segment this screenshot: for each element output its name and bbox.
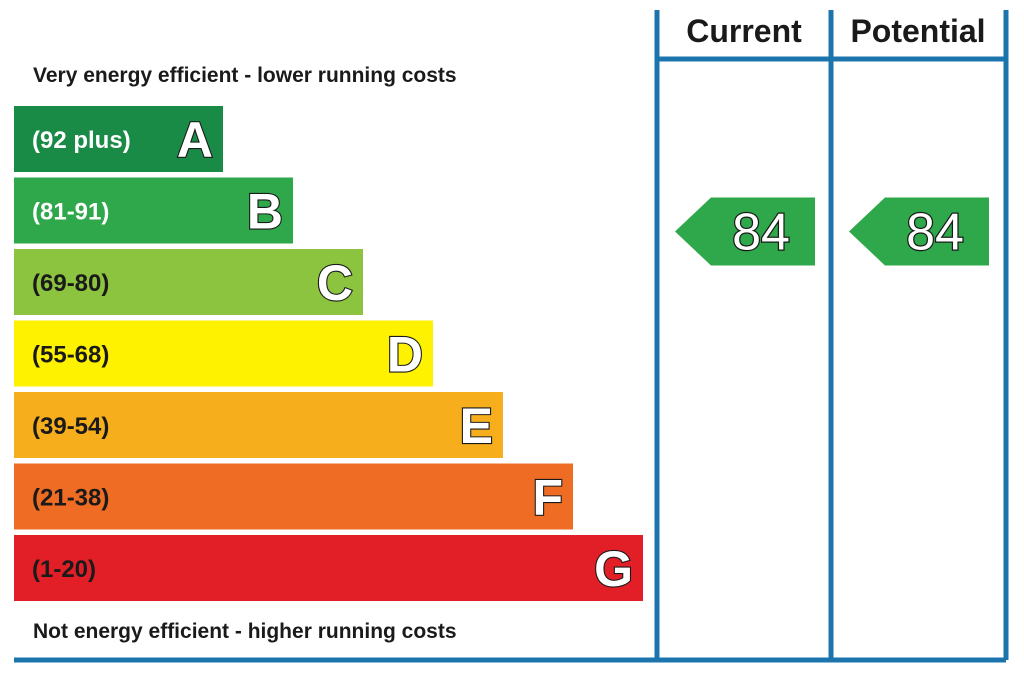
band-a-letter: A — [177, 112, 213, 168]
column-header-current: Current — [686, 13, 802, 49]
band-g-range: (1-20) — [32, 556, 96, 583]
band-c-bar — [14, 249, 363, 315]
band-e-bar — [14, 392, 503, 458]
band-g-letter: G — [594, 541, 633, 597]
column-header-potential: Potential — [850, 13, 985, 49]
band-a-bar — [14, 106, 223, 172]
band-e-letter: E — [460, 398, 493, 454]
band-g-bar — [14, 535, 643, 601]
band-d-range: (55-68) — [32, 342, 109, 369]
band-c-range: (69-80) — [32, 270, 109, 297]
top-caption: Very energy efficient - lower running co… — [33, 64, 457, 87]
rating-bands: (92 plus) A (81-91) B (69-80) C (55-68) D (39-54… — [14, 106, 643, 601]
band-e-range: (39-54) — [32, 413, 109, 440]
band-c-letter: C — [317, 255, 353, 311]
band-f-range: (21-38) — [32, 485, 109, 512]
bottom-caption: Not energy efficient - higher running co… — [33, 620, 457, 643]
band-b-bar — [14, 177, 293, 244]
potential-rating-value: 84 — [906, 204, 964, 262]
band-f-letter: F — [532, 470, 563, 526]
current-rating-arrow — [675, 197, 815, 266]
band-b-range: (81-91) — [32, 199, 109, 226]
rating-frame — [14, 10, 1009, 663]
rating-arrows: 84 84 — [675, 197, 989, 266]
current-rating-value: 84 — [732, 204, 790, 262]
band-d-bar — [14, 320, 433, 387]
band-f-bar — [14, 463, 573, 530]
band-b-letter: B — [247, 184, 283, 240]
potential-rating-arrow — [849, 197, 989, 266]
band-d-letter: D — [387, 327, 423, 383]
band-a-range: (92 plus) — [32, 127, 131, 154]
